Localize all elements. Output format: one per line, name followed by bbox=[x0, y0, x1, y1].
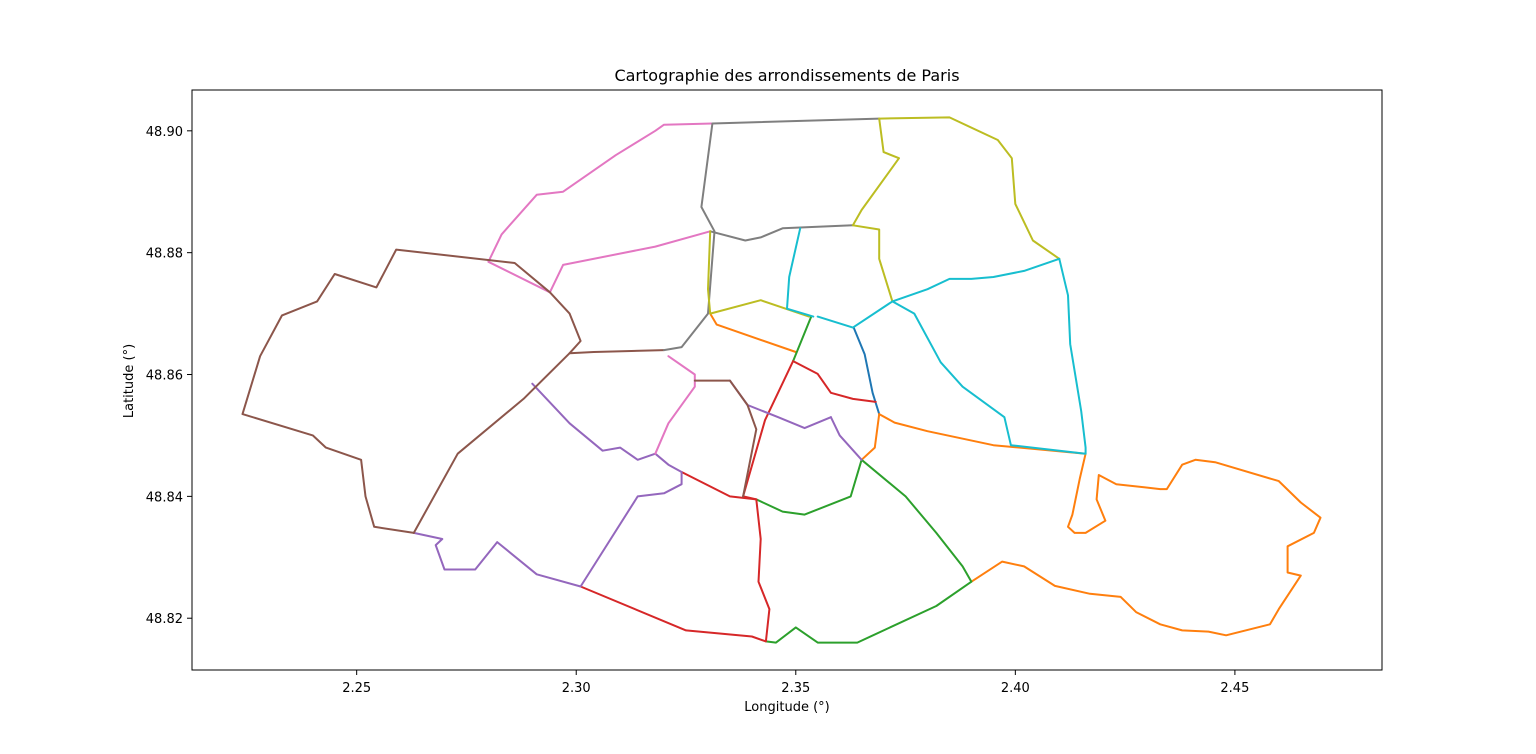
boundary-line-18 bbox=[241, 248, 551, 534]
boundary-line-5 bbox=[860, 413, 881, 461]
boundary-line-26 bbox=[816, 257, 1087, 455]
boundary-line-16 bbox=[487, 122, 714, 294]
boundary-line-27 bbox=[786, 227, 815, 318]
boundary-line-23 bbox=[878, 116, 1061, 260]
y-axis-label: Latitude (°) bbox=[122, 344, 137, 418]
boundary-line-10 bbox=[579, 471, 771, 643]
boundary-line-3 bbox=[709, 312, 797, 353]
y-axis: 48.82 48.84 48.86 48.88 48.90 bbox=[146, 125, 192, 627]
y-tick-label: 48.84 bbox=[146, 490, 183, 505]
boundary-line-2 bbox=[792, 360, 877, 403]
y-tick-label: 48.86 bbox=[146, 369, 183, 384]
x-axis: 2.25 2.30 2.35 2.40 2.45 bbox=[342, 670, 1249, 696]
boundary-line-24 bbox=[851, 117, 900, 303]
x-tick-label: 2.25 bbox=[342, 681, 371, 696]
chart-title: Cartographie des arrondissements de Pari… bbox=[614, 66, 959, 85]
boundary-line-4 bbox=[878, 413, 1322, 637]
boundary-line-1 bbox=[852, 326, 881, 416]
boundary-line-8 bbox=[764, 458, 973, 644]
boundary-line-21 bbox=[663, 117, 881, 352]
x-tick-label: 2.35 bbox=[781, 681, 810, 696]
boundary-line-22 bbox=[709, 224, 854, 242]
y-tick-label: 48.90 bbox=[146, 125, 183, 140]
boundary-line-20 bbox=[693, 379, 758, 498]
boundary-line-7 bbox=[755, 458, 863, 516]
plot-frame bbox=[191, 89, 1383, 671]
x-tick-label: 2.30 bbox=[562, 681, 591, 696]
boundary-line-15 bbox=[654, 355, 696, 455]
boundary-line-6 bbox=[792, 315, 813, 363]
boundary-line-12 bbox=[829, 416, 863, 461]
boundary-line-25 bbox=[707, 230, 810, 318]
y-tick-label: 48.82 bbox=[146, 612, 183, 627]
boundary-line-13 bbox=[412, 452, 683, 588]
boundary-line-19 bbox=[548, 291, 582, 355]
boundary-lines bbox=[241, 116, 1322, 644]
boundary-line-17 bbox=[412, 349, 665, 534]
x-tick-label: 2.40 bbox=[1001, 681, 1030, 696]
boundary-line-14 bbox=[531, 382, 657, 461]
x-tick-label: 2.45 bbox=[1220, 681, 1249, 696]
x-axis-label: Longitude (°) bbox=[744, 700, 829, 715]
y-tick-label: 48.88 bbox=[146, 247, 183, 262]
